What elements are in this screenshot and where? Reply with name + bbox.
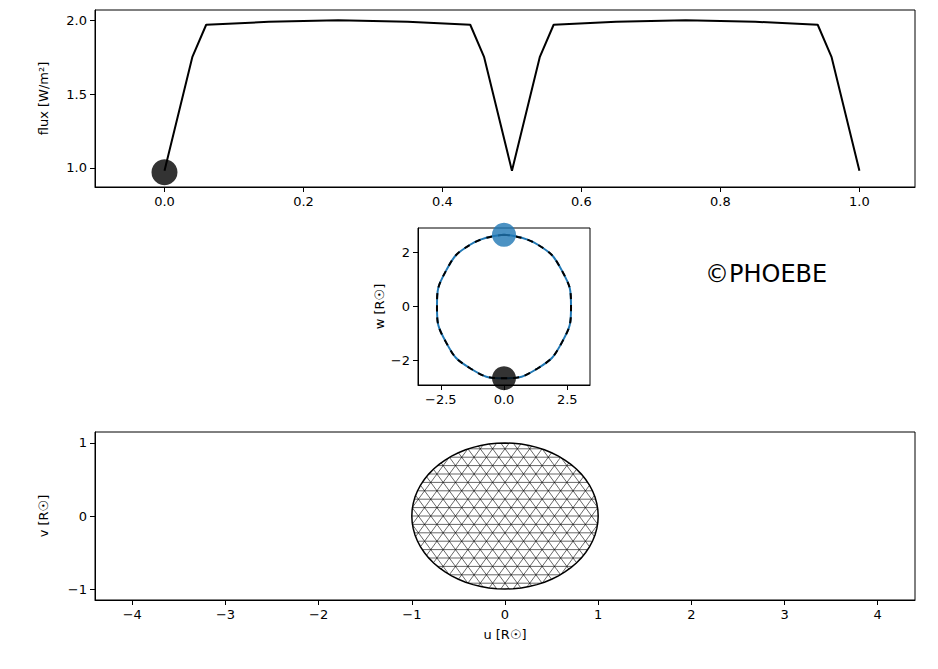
- svg-text:−2: −2: [391, 353, 410, 368]
- svg-text:0.0: 0.0: [154, 194, 175, 209]
- svg-text:0: 0: [79, 509, 87, 524]
- svg-text:0.8: 0.8: [710, 194, 731, 209]
- svg-text:1.0: 1.0: [66, 160, 87, 175]
- svg-text:2.5: 2.5: [557, 392, 578, 407]
- svg-text:−2.5: −2.5: [425, 392, 457, 407]
- svg-text:0.2: 0.2: [293, 194, 314, 209]
- svg-text:1.5: 1.5: [66, 87, 87, 102]
- svg-text:0: 0: [501, 607, 509, 622]
- svg-text:−1: −1: [68, 582, 87, 597]
- svg-text:1: 1: [594, 607, 602, 622]
- svg-text:1.0: 1.0: [849, 194, 870, 209]
- svg-text:−2: −2: [309, 607, 328, 622]
- svg-text:−1: −1: [402, 607, 421, 622]
- svg-text:4: 4: [874, 607, 882, 622]
- svg-text:w [R☉]: w [R☉]: [372, 284, 387, 330]
- svg-text:−4: −4: [123, 607, 142, 622]
- svg-text:2: 2: [687, 607, 695, 622]
- svg-text:v [R☉]: v [R☉]: [36, 495, 51, 538]
- svg-text:0.0: 0.0: [494, 392, 515, 407]
- svg-text:−3: −3: [216, 607, 235, 622]
- svg-text:2.0: 2.0: [66, 13, 87, 28]
- svg-text:u [R☉]: u [R☉]: [483, 627, 526, 642]
- svg-text:flux [W/m²]: flux [W/m²]: [36, 62, 51, 136]
- svg-text:1: 1: [79, 435, 87, 450]
- svg-text:0.6: 0.6: [571, 194, 592, 209]
- svg-text:3: 3: [780, 607, 788, 622]
- svg-text:0.4: 0.4: [432, 194, 453, 209]
- svg-text:0: 0: [402, 299, 410, 314]
- svg-text:©PHOEBE: ©PHOEBE: [705, 260, 827, 288]
- svg-text:2: 2: [402, 245, 410, 260]
